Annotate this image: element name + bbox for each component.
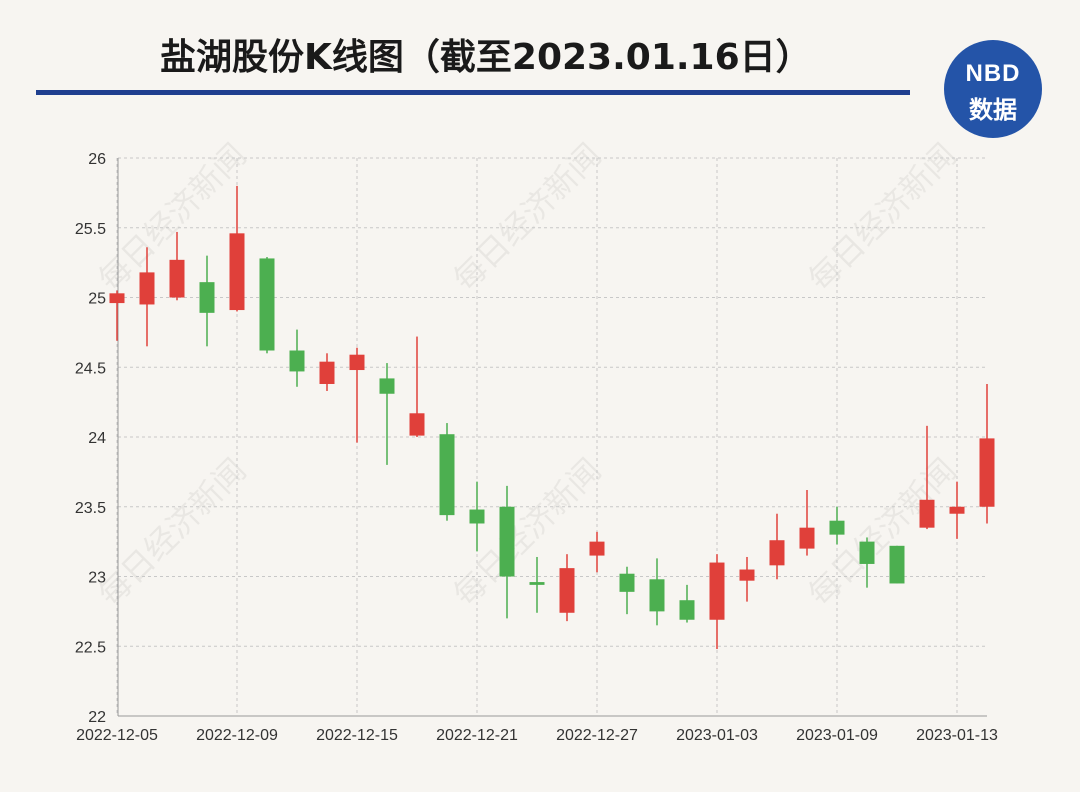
x-tick-label: 2022-12-21 bbox=[436, 727, 518, 744]
y-tick-label: 24.5 bbox=[75, 360, 106, 377]
nbd-logo: NBD 数据 bbox=[944, 40, 1042, 138]
candle-body bbox=[979, 438, 995, 507]
candle bbox=[109, 290, 125, 341]
candle-body bbox=[619, 573, 635, 592]
candle bbox=[469, 481, 485, 552]
candle-body bbox=[889, 545, 905, 584]
candle bbox=[349, 347, 365, 443]
candle-body bbox=[739, 569, 755, 581]
candle-body bbox=[679, 600, 695, 620]
candle bbox=[199, 255, 215, 347]
candle bbox=[559, 554, 575, 622]
candle-body bbox=[829, 520, 845, 535]
x-tick-label: 2023-01-03 bbox=[676, 727, 758, 744]
candle bbox=[319, 353, 335, 391]
y-tick-label: 22 bbox=[88, 709, 106, 726]
candle-body bbox=[499, 506, 515, 577]
grid-lines bbox=[116, 157, 987, 717]
x-tick-label: 2022-12-15 bbox=[316, 727, 398, 744]
candle-body bbox=[769, 540, 785, 566]
x-tick-label: 2022-12-27 bbox=[556, 727, 638, 744]
y-tick-label: 22.5 bbox=[75, 639, 106, 656]
y-tick-label: 25 bbox=[88, 291, 106, 308]
candle-body bbox=[289, 350, 305, 372]
candle-body bbox=[709, 562, 725, 620]
candle bbox=[859, 537, 875, 588]
candle bbox=[409, 336, 425, 437]
candle-body bbox=[649, 579, 665, 612]
candle-body bbox=[229, 233, 245, 311]
candle-body bbox=[469, 509, 485, 524]
x-tick-label: 2022-12-09 bbox=[196, 727, 278, 744]
candle-body bbox=[949, 506, 965, 514]
candles bbox=[109, 185, 995, 650]
x-tick-label: 2023-01-13 bbox=[916, 727, 998, 744]
candle bbox=[949, 481, 965, 539]
x-tick-labels: 2022-12-05 2022-12-09 2022-12-15 2022-12-21… bbox=[76, 727, 998, 744]
candle-body bbox=[259, 258, 275, 351]
x-tick-label: 2022-12-05 bbox=[76, 727, 158, 744]
candle bbox=[979, 383, 995, 524]
candle bbox=[589, 531, 605, 573]
candle bbox=[529, 556, 545, 613]
candle bbox=[499, 485, 515, 619]
watermark-text: 每日经济新闻 bbox=[801, 136, 964, 299]
candle bbox=[619, 566, 635, 615]
candle bbox=[799, 490, 815, 556]
candle bbox=[439, 423, 455, 521]
candle-body bbox=[409, 413, 425, 436]
candle-body bbox=[109, 293, 125, 304]
candle-body bbox=[589, 541, 605, 556]
y-tick-label: 26 bbox=[88, 151, 106, 168]
candle-body bbox=[379, 378, 395, 394]
watermark-text: 每日经济新闻 bbox=[446, 136, 609, 299]
candle-body bbox=[349, 354, 365, 371]
candle-body bbox=[529, 582, 545, 585]
candle bbox=[259, 257, 275, 354]
candle bbox=[709, 554, 725, 650]
watermark-text: 每日经济新闻 bbox=[91, 451, 254, 614]
y-tick-label: 25.5 bbox=[75, 221, 106, 238]
candle-body bbox=[319, 361, 335, 384]
candle bbox=[769, 513, 785, 580]
candle bbox=[889, 545, 905, 584]
candle bbox=[829, 506, 845, 545]
candle bbox=[139, 247, 155, 347]
candle bbox=[169, 231, 185, 301]
logo-text-nbd: NBD bbox=[965, 60, 1021, 87]
axes bbox=[117, 158, 987, 717]
candle-body bbox=[139, 272, 155, 305]
candle-body bbox=[439, 434, 455, 516]
watermark-text: 每日经济新闻 bbox=[446, 451, 609, 614]
candle bbox=[649, 558, 665, 626]
logo-text-data: 数据 bbox=[969, 96, 1017, 124]
candle bbox=[229, 185, 245, 312]
x-tick-label: 2023-01-09 bbox=[796, 727, 878, 744]
y-tick-label: 24 bbox=[88, 430, 106, 447]
title-divider bbox=[36, 90, 910, 95]
watermark-text: 每日经济新闻 bbox=[801, 451, 964, 614]
chart-title: 盐湖股份K线图（截至2023.01.16日） bbox=[160, 37, 812, 78]
candle-body bbox=[859, 541, 875, 564]
candle bbox=[289, 329, 305, 387]
candle-body bbox=[559, 568, 575, 613]
candle-body bbox=[799, 527, 815, 549]
candle bbox=[679, 584, 695, 623]
y-tick-labels: 22 22.5 23 23.5 24 24.5 25 25.5 26 bbox=[75, 151, 106, 726]
candle-body bbox=[919, 499, 935, 528]
y-tick-label: 23.5 bbox=[75, 500, 106, 517]
y-tick-label: 23 bbox=[88, 570, 106, 587]
candle bbox=[379, 363, 395, 465]
candle-body bbox=[169, 259, 185, 298]
candle bbox=[739, 556, 755, 602]
candle-body bbox=[199, 282, 215, 313]
candle bbox=[919, 425, 935, 530]
